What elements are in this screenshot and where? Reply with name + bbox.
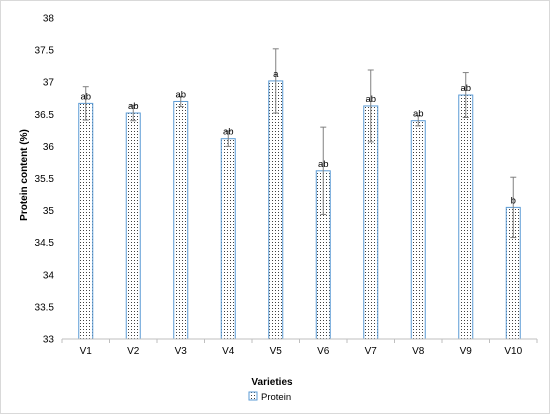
error-bar-v2 <box>130 104 137 122</box>
y-tick-label: 33 <box>43 335 55 346</box>
y-tick-label: 33.5 <box>35 302 55 313</box>
y-axis: 33 33.5 34 34.5 35 35.5 36 36.5 37 37.5 38 <box>35 14 55 346</box>
bar-v2 <box>125 112 141 340</box>
x-tick-label: V7 <box>365 346 378 357</box>
y-tick-label: 35.5 <box>35 174 55 185</box>
bar-v3 <box>173 100 189 340</box>
error-bar-v1 <box>82 86 89 121</box>
error-bar-v10 <box>510 176 517 239</box>
y-tick-label: 34.5 <box>35 238 55 249</box>
x-tick-label: V4 <box>222 346 235 357</box>
y-tick-label: 36.5 <box>35 110 55 121</box>
significance-label: ab <box>413 109 424 120</box>
significance-label: ab <box>175 89 186 100</box>
bars: ab ab ab ab a ab ab ab ab b <box>78 48 521 340</box>
significance-label: ab <box>460 83 471 94</box>
bar-v1 <box>78 102 94 340</box>
y-tick-label: 37.5 <box>35 46 55 57</box>
error-bar-v9 <box>462 72 469 119</box>
legend-swatch <box>248 391 258 401</box>
y-axis-title: Protein content (%) <box>19 129 30 221</box>
error-bar-v6 <box>320 126 327 215</box>
significance-label: ab <box>80 91 91 102</box>
bar-v8 <box>410 120 426 340</box>
significance-label: b <box>511 195 516 206</box>
error-bar-v3 <box>177 95 184 108</box>
significance-label: ab <box>365 94 376 105</box>
significance-label: ab <box>318 159 329 170</box>
legend-label: Protein <box>261 392 291 403</box>
y-tick-label: 34 <box>43 270 55 281</box>
x-tick-label: V6 <box>317 346 330 357</box>
x-tick-label: V2 <box>127 346 140 357</box>
x-tick-label: V10 <box>504 346 522 357</box>
x-tick-label: V9 <box>460 346 473 357</box>
x-axis: V1 V2 V3 V4 V5 V6 V7 V8 V9 V10 <box>61 338 538 357</box>
bar-v4 <box>220 138 236 340</box>
x-tick-label: V1 <box>80 346 93 357</box>
y-tick-label: 38 <box>43 14 55 25</box>
significance-label: ab <box>223 127 234 138</box>
x-tick-label: V3 <box>175 346 188 357</box>
x-tick-label: V8 <box>412 346 425 357</box>
significance-label: ab <box>128 101 139 112</box>
x-axis-title: Varieties <box>251 377 293 388</box>
error-bar-v5 <box>272 48 279 114</box>
bar-v9 <box>458 94 474 340</box>
legend: Protein <box>248 391 291 403</box>
y-tick-label: 37 <box>43 78 55 89</box>
bar-v5 <box>268 80 284 340</box>
significance-label: a <box>273 69 279 80</box>
y-tick-label: 36 <box>43 142 55 153</box>
x-tick-label: V5 <box>270 346 283 357</box>
y-tick-label: 35 <box>43 206 55 217</box>
error-bar-v8 <box>415 115 422 127</box>
error-bar-v4 <box>225 130 232 147</box>
error-bar-v7 <box>367 69 374 143</box>
